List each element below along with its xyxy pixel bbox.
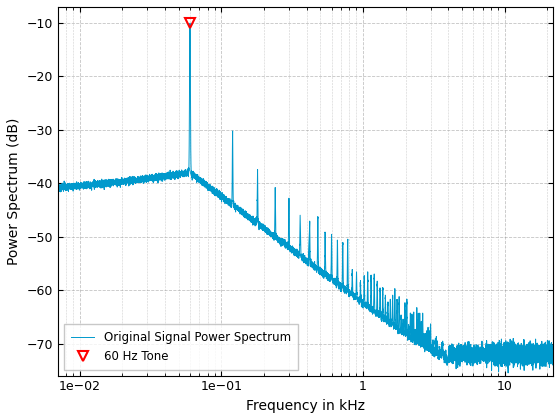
Original Signal Power Spectrum	[186, 21, 193, 26]
Y-axis label: Power Spectrum (dB): Power Spectrum (dB)	[7, 118, 21, 265]
Line: Original Signal Power Spectrum: Original Signal Power Spectrum	[58, 23, 553, 373]
Original Signal Power Spectrum	[550, 352, 557, 357]
Original Signal Power Spectrum	[485, 346, 492, 351]
Original Signal Power Spectrum	[371, 285, 377, 290]
Original Signal Power Spectrum	[505, 370, 511, 375]
Legend: Original Signal Power Spectrum, 60 Hz Tone: Original Signal Power Spectrum, 60 Hz To…	[64, 324, 298, 370]
Original Signal Power Spectrum	[54, 184, 61, 189]
X-axis label: Frequency in kHz: Frequency in kHz	[246, 399, 365, 413]
Original Signal Power Spectrum	[543, 355, 550, 360]
Original Signal Power Spectrum	[498, 350, 505, 355]
Original Signal Power Spectrum	[549, 342, 556, 347]
Original Signal Power Spectrum	[277, 239, 284, 244]
